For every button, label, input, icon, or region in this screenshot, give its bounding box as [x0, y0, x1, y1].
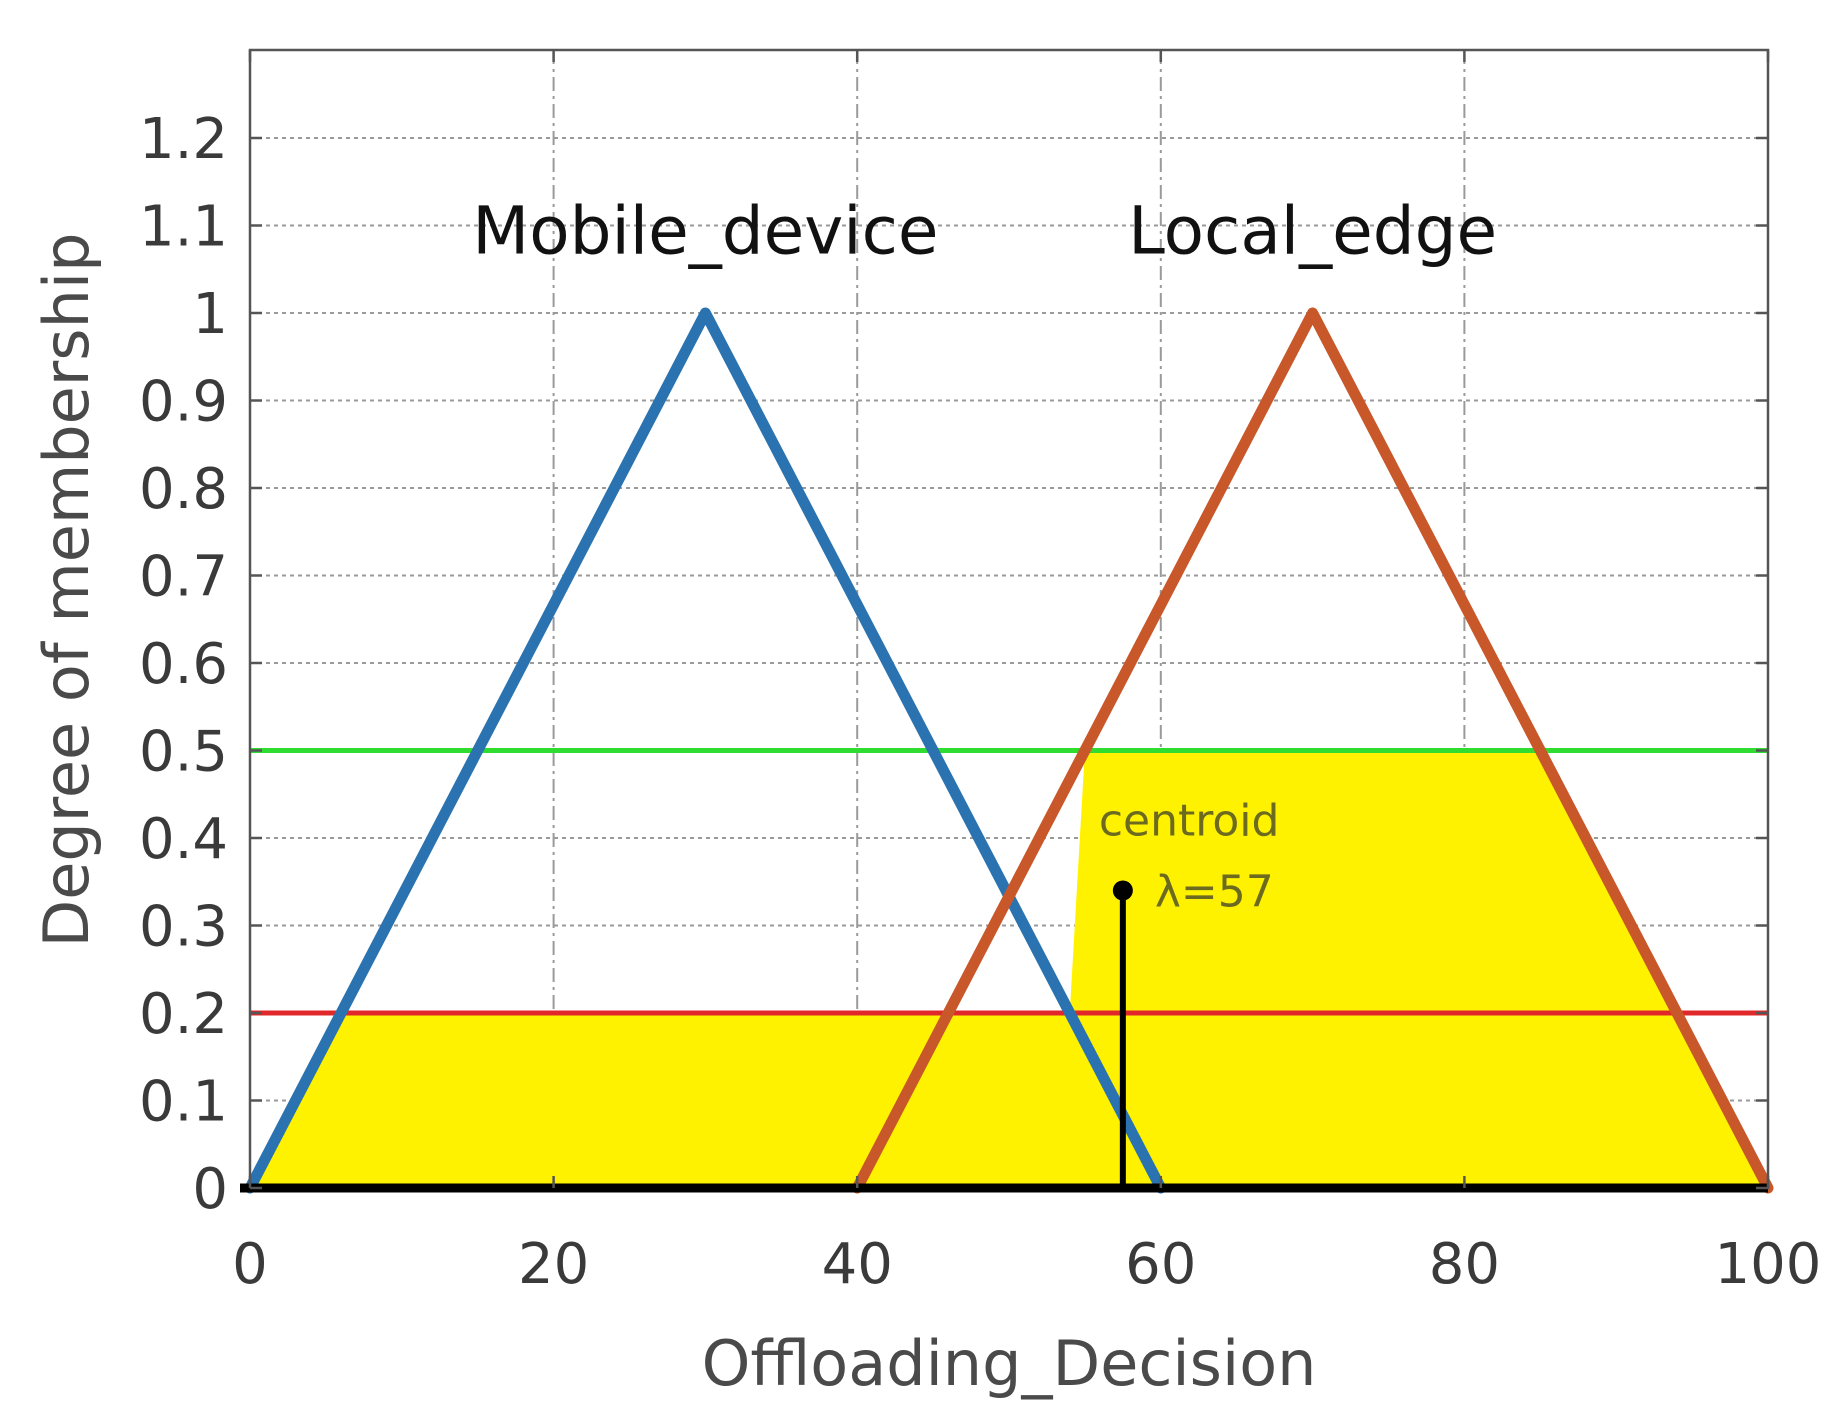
axis-ticks [248, 50, 1770, 1190]
y-tick-label: 0 [192, 1157, 228, 1222]
y-tick-label: 0.8 [139, 457, 228, 522]
cut-lines [250, 748, 1768, 1016]
series-label-local-edge: Local_edge [1128, 193, 1497, 270]
x-axis-title: Offloading_Decision [702, 1327, 1317, 1400]
y-axis-title: Degree of membership [30, 233, 103, 948]
y-tick-label: 0.6 [139, 632, 228, 697]
y-tick-label: 0.9 [139, 370, 228, 435]
centroid-dot [1112, 880, 1133, 901]
x-tick-label: 60 [1125, 1232, 1196, 1297]
y-tick-label: 0.1 [139, 1070, 228, 1135]
series-line [851, 307, 1774, 1194]
y-tick-label: 0.3 [139, 895, 228, 960]
y-tick-label: 1 [192, 282, 228, 347]
aggregated-output-fill [250, 750, 1768, 1188]
x-tick-label: 100 [1715, 1232, 1822, 1297]
series-label-mobile-device: Mobile_device [472, 193, 938, 270]
centroid-value-label: λ=57 [1155, 867, 1274, 918]
x-tick-label: 40 [822, 1232, 893, 1297]
y-tick-label: 0.5 [139, 720, 228, 785]
x-tick-labels: 0 20 40 60 80 100 [232, 1232, 1821, 1297]
centroid-label: centroid [1099, 796, 1280, 847]
membership-functions [244, 307, 1774, 1194]
y-tick-label: 1.1 [139, 195, 228, 260]
y-tick-label: 1.2 [139, 107, 228, 172]
y-tick-label: 0.7 [139, 545, 228, 610]
y-tick-label: 0.4 [139, 807, 228, 872]
x-tick-label: 0 [232, 1232, 268, 1297]
y-tick-label: 0.2 [139, 982, 228, 1047]
centroid-marker [1112, 880, 1133, 1188]
y-tick-labels: 0 0.1 0.2 0.3 0.4 0.5 0.6 0.7 0.8 0.9 1 1.1 1.2 [139, 107, 228, 1222]
x-tick-label: 20 [518, 1232, 589, 1297]
x-tick-label: 80 [1429, 1232, 1500, 1297]
